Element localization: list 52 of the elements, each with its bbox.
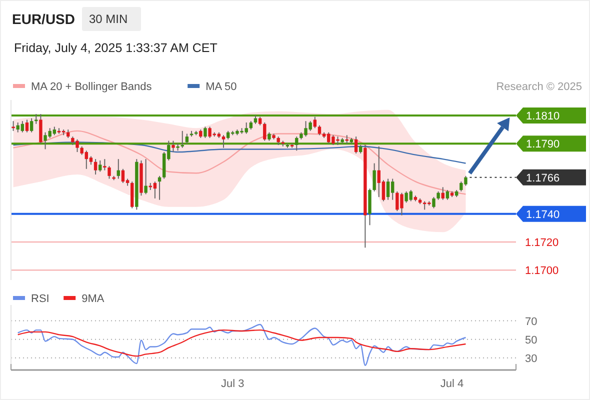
ref-line-label: 1.1766 bbox=[526, 172, 560, 184]
candlestick bbox=[12, 120, 15, 132]
candlestick bbox=[20, 120, 24, 133]
line-series bbox=[17, 324, 466, 366]
legend-label: MA 20 + Bollinger Bands bbox=[31, 81, 152, 93]
candlestick bbox=[318, 124, 322, 136]
candlestick bbox=[25, 119, 29, 133]
candlestick bbox=[295, 136, 298, 152]
candlestick bbox=[108, 166, 111, 180]
candlestick bbox=[121, 168, 125, 184]
legend-label: 9MA bbox=[82, 293, 105, 305]
candlestick bbox=[354, 136, 358, 154]
legend-label: MA 50 bbox=[206, 81, 237, 93]
ref-line-label: 1.1700 bbox=[525, 265, 559, 278]
candlestick bbox=[185, 133, 189, 144]
candlestick bbox=[172, 140, 175, 153]
candlestick bbox=[313, 116, 317, 129]
y-tick-label: 50 bbox=[525, 334, 538, 346]
chart-subtitle: 30 MIN bbox=[89, 12, 128, 26]
candlestick bbox=[34, 114, 38, 124]
candlestick bbox=[130, 181, 134, 209]
legend-label: RSI bbox=[31, 293, 50, 305]
y-tick-label: 70 bbox=[525, 316, 538, 328]
x-tick-label: Jul 3 bbox=[221, 378, 244, 390]
candlestick bbox=[222, 134, 226, 148]
candlestick bbox=[153, 181, 157, 199]
candlestick bbox=[180, 130, 184, 148]
ref-line-label: 1.1720 bbox=[525, 237, 559, 250]
x-tick-label: Jul 4 bbox=[440, 378, 464, 390]
ref-line-label: 1.1740 bbox=[526, 208, 560, 221]
ref-line-label: 1.1790 bbox=[526, 138, 560, 151]
candlestick bbox=[386, 178, 390, 200]
line-series bbox=[17, 329, 466, 357]
candlestick bbox=[94, 158, 98, 176]
candlestick bbox=[432, 196, 436, 209]
candlestick bbox=[144, 158, 148, 195]
candlestick bbox=[98, 160, 102, 172]
candlestick bbox=[441, 186, 444, 200]
candlestick bbox=[446, 190, 450, 200]
candlestick bbox=[39, 114, 42, 144]
candlestick bbox=[103, 158, 106, 171]
candlestick bbox=[263, 122, 266, 142]
candlestick bbox=[368, 188, 372, 226]
y-tick-label: 30 bbox=[525, 352, 538, 365]
text: Friday, July 4, 2025 1:33:37 AM CET bbox=[14, 41, 218, 55]
candlestick bbox=[116, 158, 120, 180]
candlestick bbox=[204, 126, 207, 138]
ref-line-label: 1.1810 bbox=[526, 110, 560, 122]
candlestick bbox=[30, 118, 34, 133]
text: Research © 2025 bbox=[496, 81, 582, 93]
candlestick bbox=[372, 162, 376, 192]
chart-title: EUR/USD bbox=[12, 11, 76, 27]
